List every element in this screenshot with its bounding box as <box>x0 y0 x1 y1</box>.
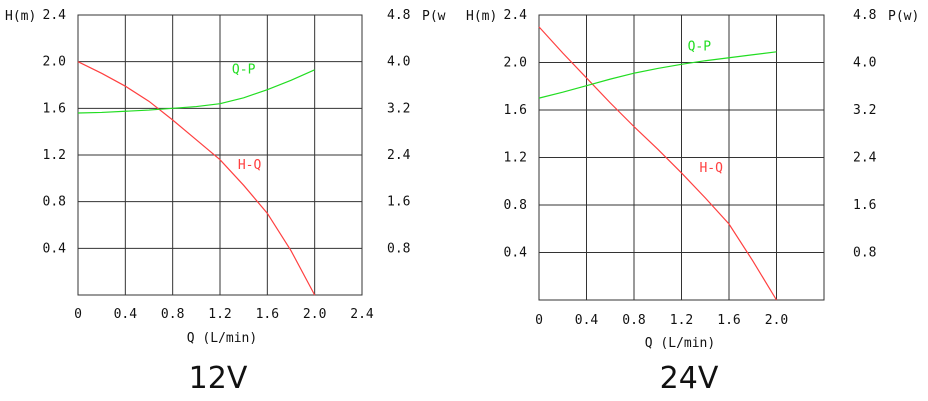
series-label-Q-P: Q-P <box>688 40 712 55</box>
x-tick-label: 0.8 <box>161 307 184 322</box>
y-left-tick-label: 1.6 <box>43 101 66 116</box>
x-tick-label: 1.6 <box>256 307 279 322</box>
y-right-tick-label: 2.4 <box>853 151 877 166</box>
x-tick-label: 1.6 <box>717 313 740 328</box>
series-line-H-Q <box>538 26 778 301</box>
y-right-axis-title: P(w) <box>888 9 919 24</box>
y-right-tick-label: 4.8 <box>387 8 410 23</box>
x-tick-label: 1.2 <box>208 307 231 322</box>
series-line-H-Q <box>77 61 316 296</box>
x-tick-label: 0.4 <box>575 313 599 328</box>
y-left-tick-label: 0.4 <box>43 241 67 256</box>
chart-24V: 0.4 0.8 1.2 1.6 2.0 2.4 0.8 1.6 2.4 3.2 4.0 4.8 0 0.4… <box>466 8 919 396</box>
y-right-tick-label: 3.2 <box>387 101 410 116</box>
plot-frame <box>538 14 825 301</box>
x-tick-label: 0.4 <box>114 307 138 322</box>
y-right-tick-label: 4.0 <box>853 56 876 71</box>
x-tick-label: 2.4 <box>350 307 374 322</box>
plot-frame <box>77 14 363 296</box>
y-right-axis-title: P(w <box>422 9 446 24</box>
y-left-tick-label: 0.8 <box>43 195 66 210</box>
chart-caption: 24V <box>660 361 719 396</box>
x-tick-label: 0 <box>535 313 543 328</box>
y-left-tick-label: 0.8 <box>504 198 527 213</box>
series-label-H-Q: H-Q <box>238 158 262 173</box>
y-left-tick-label: 2.4 <box>504 8 528 23</box>
y-right-tick-label: 3.2 <box>853 103 876 118</box>
x-tick-label: 0 <box>74 307 82 322</box>
x-axis-title: Q (L/min) <box>645 336 715 351</box>
x-tick-label: 1.2 <box>670 313 693 328</box>
y-left-tick-label: 2.4 <box>43 8 67 23</box>
y-right-tick-label: 4.0 <box>387 55 410 70</box>
x-tick-label: 0.8 <box>622 313 645 328</box>
y-left-tick-label: 1.6 <box>504 103 527 118</box>
y-right-tick-label: 0.8 <box>853 246 876 261</box>
x-axis-title: Q (L/min) <box>187 331 257 346</box>
y-left-tick-label: 0.4 <box>504 246 528 261</box>
y-right-tick-label: 2.4 <box>387 148 411 163</box>
y-right-tick-label: 4.8 <box>853 8 876 23</box>
y-left-tick-label: 2.0 <box>43 55 66 70</box>
series-line-Q-P <box>77 69 315 114</box>
y-left-axis-title: H(m) <box>5 9 36 24</box>
y-right-tick-label: 0.8 <box>387 241 410 256</box>
y-left-tick-label: 1.2 <box>504 151 527 166</box>
y-left-tick-label: 1.2 <box>43 148 66 163</box>
y-left-axis-title: H(m) <box>466 9 497 24</box>
series-line-Q-P <box>538 51 777 99</box>
y-right-tick-label: 1.6 <box>853 198 876 213</box>
x-tick-label: 2.0 <box>765 313 788 328</box>
y-right-tick-label: 1.6 <box>387 195 410 210</box>
series-label-Q-P: Q-P <box>232 62 256 77</box>
x-tick-label: 2.0 <box>303 307 326 322</box>
chart-12V: 0.4 0.8 1.2 1.6 2.0 2.4 0.8 1.6 2.4 3.2 4.0 4.8 0 0.4… <box>5 8 446 396</box>
chart-caption: 12V <box>189 361 248 396</box>
y-left-tick-label: 2.0 <box>504 56 527 71</box>
series-label-H-Q: H-Q <box>699 161 723 176</box>
